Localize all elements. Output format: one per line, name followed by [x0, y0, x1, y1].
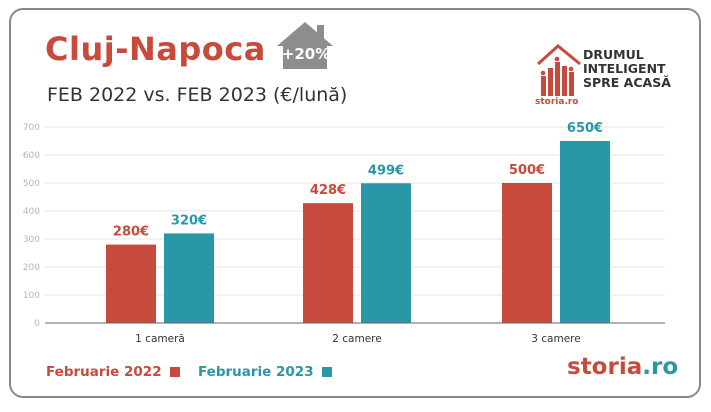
- y-tick-label: 200: [23, 263, 40, 273]
- legend-swatch-2023: [321, 367, 332, 377]
- y-tick-label: 400: [23, 207, 40, 217]
- storia-house-logo-icon: storia.ro: [535, 44, 581, 106]
- storia-logo: storia.ro: [567, 354, 679, 380]
- y-tick-label: 600: [23, 151, 40, 161]
- y-tick-label: 500: [23, 179, 40, 189]
- x-tick-label: 3 camere: [531, 333, 580, 345]
- data-label: 499€: [368, 163, 404, 178]
- data-label: 320€: [171, 213, 207, 228]
- brand-tagline: DRUMUL INTELIGENT SPRE ACASĂ: [583, 48, 671, 90]
- y-tick-label: 700: [23, 123, 40, 133]
- tagline-line-3: SPRE ACASĂ: [583, 75, 671, 90]
- bar: [502, 183, 552, 323]
- bar: [164, 233, 214, 323]
- legend-item-2023: Februarie 2023: [198, 364, 332, 380]
- legend-label-2022: Februarie 2022: [46, 364, 162, 380]
- page-title: Cluj-Napoca: [45, 30, 266, 68]
- data-label: 280€: [113, 225, 149, 240]
- data-label: 650€: [567, 121, 603, 136]
- x-tick-label: 2 camere: [332, 333, 381, 345]
- tagline-line-1: DRUMUL: [583, 47, 644, 62]
- house-icon: +20%: [277, 22, 333, 69]
- bar: [106, 244, 156, 323]
- page-subtitle: FEB 2022 vs. FEB 2023 (€/lună): [47, 84, 348, 106]
- tagline-line-2: INTELIGENT: [583, 61, 666, 76]
- y-tick-label: 100: [23, 291, 40, 301]
- legend-swatch-2022: [169, 367, 180, 377]
- y-tick-label: 300: [23, 235, 40, 245]
- x-tick-label: 1 cameră: [135, 333, 185, 345]
- legend-label-2023: Februarie 2023: [198, 364, 314, 380]
- bar: [560, 141, 610, 323]
- data-label: 500€: [509, 163, 545, 178]
- price-increase-badge: +20%: [282, 45, 330, 63]
- bar: [361, 183, 411, 323]
- storia-small-logo: storia.ro: [535, 97, 578, 106]
- bar: [303, 203, 353, 323]
- y-tick-label: 0: [34, 319, 40, 329]
- data-label: 428€: [310, 183, 346, 198]
- legend-item-2022: Februarie 2022: [46, 364, 180, 380]
